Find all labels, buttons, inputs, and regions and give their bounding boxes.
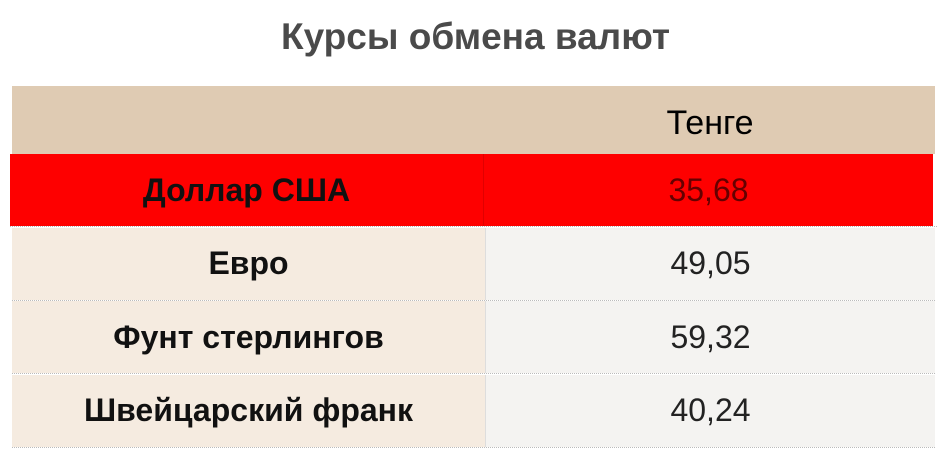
rate-value: 49,05 [486, 227, 935, 300]
table-row: Швейцарский франк 40,24 [12, 374, 935, 448]
currency-name: Доллар США [10, 154, 484, 226]
table-row: Евро 49,05 [12, 227, 935, 301]
table-row: Фунт стерлингов 59,32 [12, 301, 935, 374]
table-row: Доллар США 35,68 [10, 154, 937, 227]
currency-name: Фунт стерлингов [12, 301, 486, 373]
table-title: Курсы обмена валют [281, 16, 670, 57]
table-header: Тенге [12, 86, 935, 154]
currency-name: Швейцарский франк [12, 374, 486, 447]
currency-name: Евро [12, 227, 486, 300]
column-header-tenge: Тенге [666, 104, 754, 142]
rate-value: 35,68 [484, 154, 933, 226]
rate-value: 40,24 [486, 374, 935, 447]
rate-value: 59,32 [486, 301, 935, 373]
